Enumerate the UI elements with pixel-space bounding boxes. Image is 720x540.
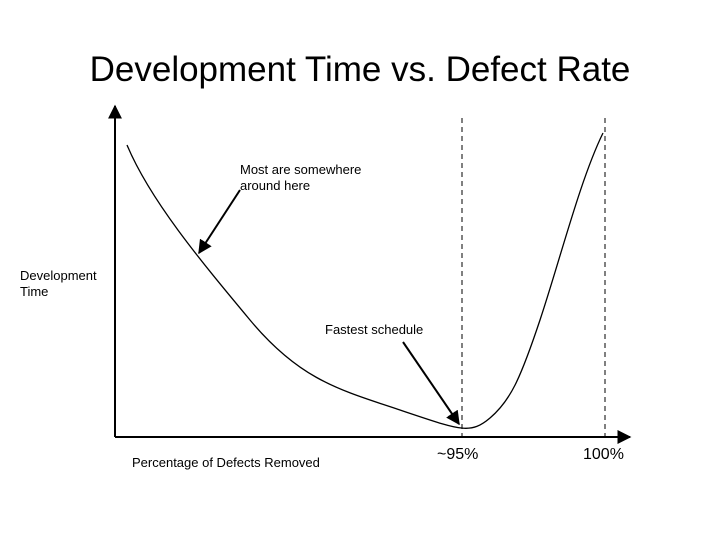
x-axis-label: Percentage of Defects Removed — [132, 455, 320, 470]
title: Development Time vs. Defect Rate — [89, 50, 631, 89]
marker-label: ~95% — [437, 446, 479, 463]
arrow-fastest — [402, 341, 460, 426]
curve — [126, 132, 604, 429]
y-axis-label: Development Time — [20, 268, 97, 300]
annotation: Most are somewhere around here — [240, 162, 362, 194]
marker-label: 100% — [583, 446, 624, 463]
arrow-typical — [198, 189, 241, 255]
annotation: Fastest schedule — [325, 322, 424, 337]
